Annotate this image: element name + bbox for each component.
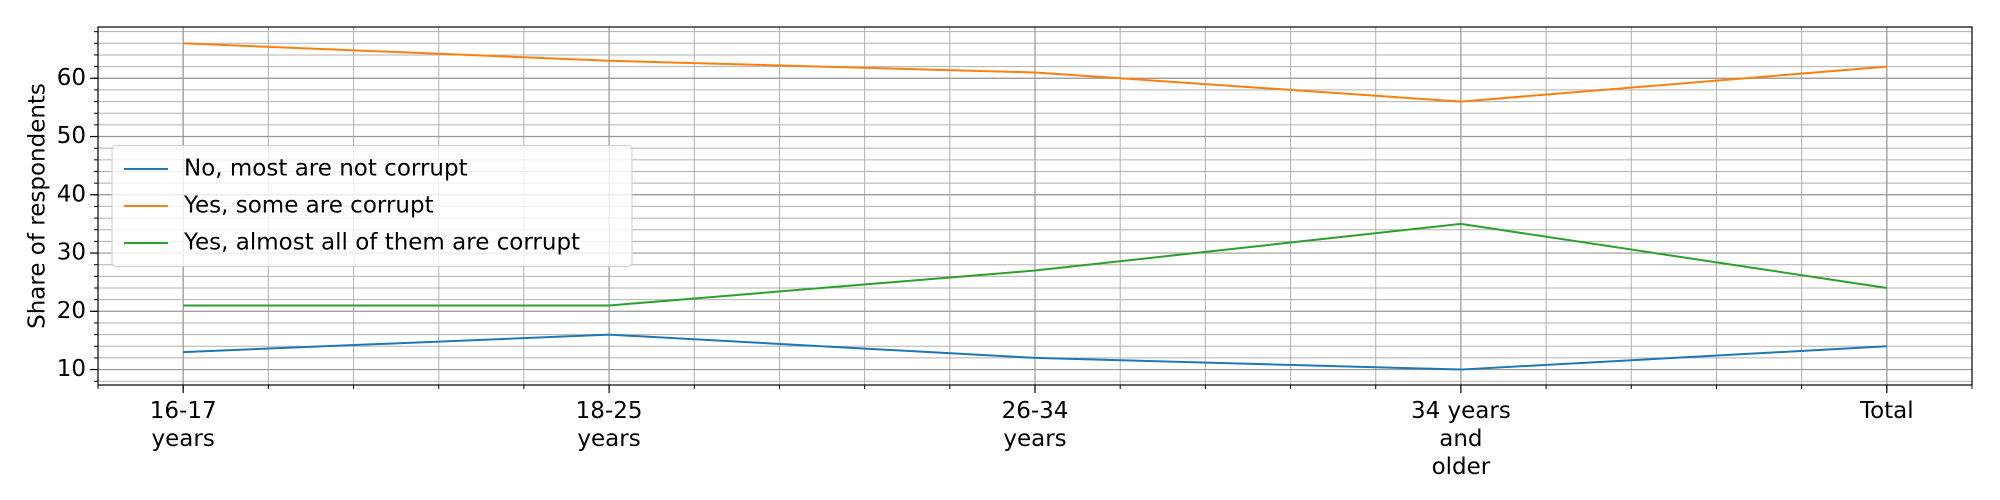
x-tick-label: 18-25 years <box>575 398 643 452</box>
y-tick-label: 10 <box>57 356 86 382</box>
legend-label: No, most are not corrupt <box>184 156 468 182</box>
line <box>183 42 1887 103</box>
y-tick-label: 50 <box>57 123 86 149</box>
y-axis-label: Share of respondents <box>25 83 51 329</box>
x-tick-label: 16-17 years <box>149 398 217 452</box>
line <box>183 222 1887 307</box>
legend-label: Yes, some are corrupt <box>183 193 434 219</box>
x-tick-label: 26-34 years <box>1001 398 1069 452</box>
legend-label: Yes, almost all of them are corrupt <box>183 230 580 256</box>
y-tick-label: 20 <box>57 298 86 324</box>
y-tick-label: 60 <box>57 65 86 91</box>
y-tick-label: 30 <box>57 240 86 266</box>
x-tick-label: Total <box>1859 398 1914 424</box>
y-tick-label: 40 <box>57 181 86 207</box>
plot-frame <box>97 26 1973 386</box>
legend-box <box>111 145 633 267</box>
x-tick-label: 34 years and older <box>1410 398 1511 480</box>
line <box>183 333 1887 371</box>
